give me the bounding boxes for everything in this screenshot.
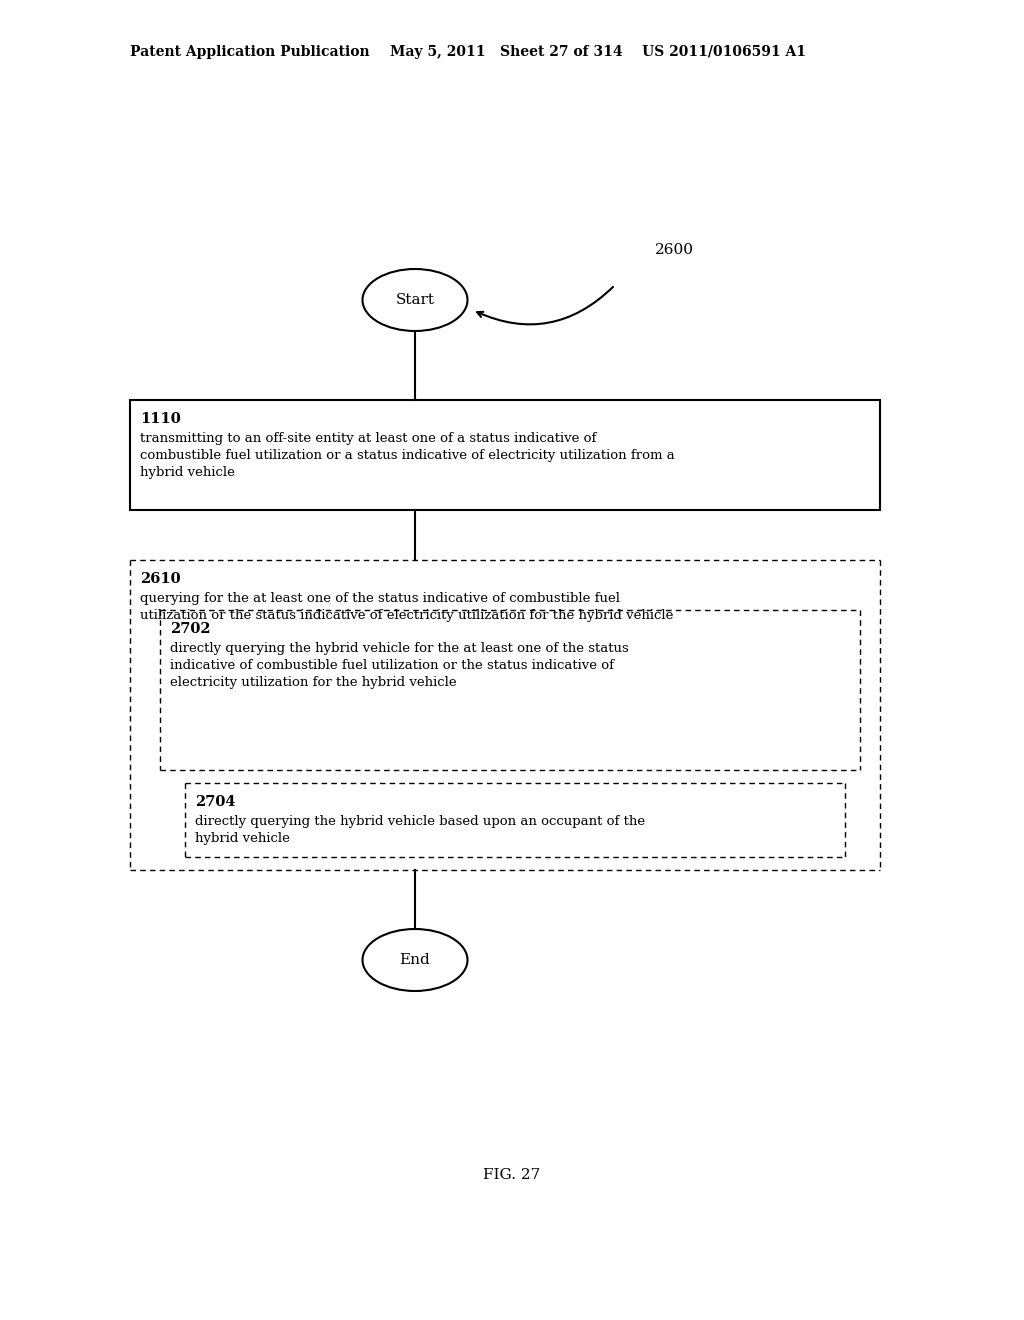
Text: 2610: 2610 xyxy=(140,572,180,586)
Text: querying for the at least one of the status indicative of combustible fuel
utili: querying for the at least one of the sta… xyxy=(140,591,674,622)
Text: 2704: 2704 xyxy=(195,795,236,809)
Text: directly querying the hybrid vehicle for the at least one of the status
indicati: directly querying the hybrid vehicle for… xyxy=(170,642,629,689)
Text: 1110: 1110 xyxy=(140,412,181,426)
Bar xyxy=(130,400,880,510)
Text: 2702: 2702 xyxy=(170,622,211,636)
Text: End: End xyxy=(399,953,430,968)
Text: Start: Start xyxy=(395,293,434,308)
Text: transmitting to an off-site entity at least one of a status indicative of
combus: transmitting to an off-site entity at le… xyxy=(140,432,675,479)
Text: May 5, 2011   Sheet 27 of 314    US 2011/0106591 A1: May 5, 2011 Sheet 27 of 314 US 2011/0106… xyxy=(390,45,806,59)
Text: directly querying the hybrid vehicle based upon an occupant of the
hybrid vehicl: directly querying the hybrid vehicle bas… xyxy=(195,814,645,845)
Text: 2600: 2600 xyxy=(655,243,694,257)
Text: FIG. 27: FIG. 27 xyxy=(483,1168,541,1181)
Text: Patent Application Publication: Patent Application Publication xyxy=(130,45,370,59)
